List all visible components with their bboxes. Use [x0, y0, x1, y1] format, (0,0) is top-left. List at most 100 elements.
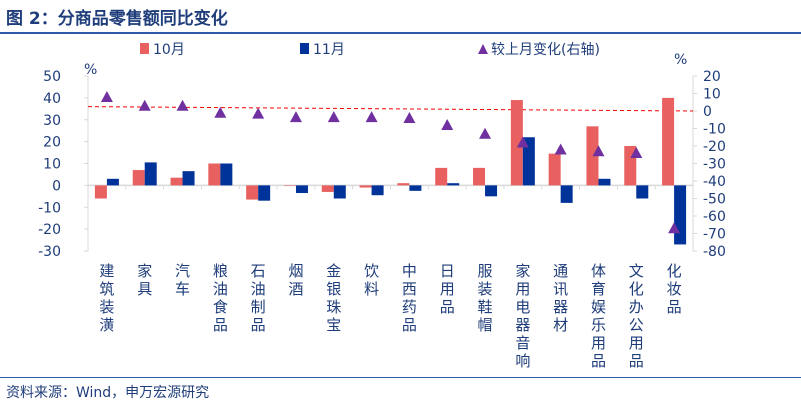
legend-label: 10月	[153, 42, 185, 58]
bar-11月-服装鞋帽	[485, 185, 498, 197]
category-label-金银珠宝: 银	[326, 280, 341, 298]
triangle-marker-汽车	[176, 99, 189, 111]
category-label-石油制品: 油	[251, 280, 266, 298]
right-tick-label: -50	[703, 192, 726, 208]
bar-11月-粮油食品	[220, 163, 233, 186]
triangle-marker-服装鞋帽	[479, 127, 492, 139]
bar-10月-中西药品	[397, 183, 410, 186]
title-divider	[0, 32, 801, 34]
category-label-体育娱乐用品: 育	[591, 280, 606, 298]
legend-swatch-triangle	[478, 44, 488, 54]
legend-label: 11月	[313, 42, 345, 58]
left-axis-unit: %	[84, 62, 97, 78]
triangle-marker-建筑装潢	[100, 91, 113, 102]
bar-10月-体育娱乐用品	[586, 126, 599, 186]
category-label-金银珠宝: 宝	[326, 316, 341, 334]
right-tick-label: 20	[703, 69, 721, 85]
right-tick-label: -60	[703, 209, 726, 225]
legend-swatch-11月	[300, 43, 309, 54]
bar-11月-家具	[144, 162, 157, 186]
bar-10月-服装鞋帽	[473, 167, 486, 186]
triangle-marker-烟酒	[289, 111, 302, 123]
category-label-石油制品: 制	[251, 298, 266, 316]
source-divider	[0, 377, 801, 378]
bar-10月-家用电器音响	[510, 100, 523, 186]
left-tick-label: 20	[43, 135, 61, 151]
bar-11月-汽车	[182, 171, 195, 186]
category-label-文化办公用品: 文	[629, 262, 644, 280]
category-label-家具: 具	[137, 280, 152, 298]
category-label-服装鞋帽: 鞋	[478, 298, 493, 316]
bar-10月-汽车	[170, 177, 183, 186]
category-label-日用品: 日	[440, 262, 455, 280]
triangle-marker-家具	[138, 99, 151, 111]
left-tick-label: 30	[43, 113, 61, 129]
bar-11月-烟酒	[295, 185, 308, 194]
triangle-marker-中西药品	[403, 112, 416, 123]
triangle-marker-化妆品	[668, 222, 681, 234]
category-label-服装鞋帽: 装	[478, 280, 493, 298]
bar-11月-中西药品	[409, 185, 422, 191]
category-label-粮油食品: 粮	[213, 262, 228, 280]
category-label-家用电器音响: 用	[515, 280, 530, 298]
category-label-汽车: 车	[175, 280, 190, 298]
left-tick-label: 50	[43, 69, 61, 85]
triangle-marker-文化办公用品	[630, 147, 643, 158]
category-label-体育娱乐用品: 娱	[591, 298, 606, 316]
category-label-文化办公用品: 办	[629, 298, 644, 316]
category-label-体育娱乐用品: 乐	[591, 316, 606, 334]
left-tick-label: 10	[43, 157, 61, 173]
right-tick-label: -80	[703, 244, 726, 260]
chart-title: 图 2：分商品零售额同比变化	[6, 9, 228, 29]
triangle-marker-金银珠宝	[327, 111, 340, 123]
triangle-marker-饮料	[365, 111, 378, 123]
category-label-烟酒: 酒	[288, 280, 303, 298]
category-label-汽车: 汽	[175, 262, 190, 280]
category-label-中西药品: 品	[402, 316, 417, 334]
category-label-建筑装潢: 筑	[99, 280, 114, 298]
bar-11月-石油制品	[258, 185, 271, 201]
bar-11月-体育娱乐用品	[598, 178, 611, 186]
triangle-marker-日用品	[441, 119, 454, 130]
bar-10月-石油制品	[246, 185, 259, 200]
category-label-金银珠宝: 金	[326, 262, 341, 280]
category-label-饮料: 料	[364, 280, 379, 298]
right-tick-label: 10	[703, 87, 721, 103]
category-label-家用电器音响: 家	[515, 262, 530, 280]
category-label-粮油食品: 食	[213, 298, 228, 316]
left-tick-label: -10	[38, 200, 61, 216]
triangle-marker-石油制品	[252, 107, 265, 119]
bar-10月-粮油食品	[208, 163, 221, 186]
left-tick-label: -20	[38, 222, 61, 238]
left-tick-label: -30	[38, 244, 61, 260]
category-label-中西药品: 药	[402, 298, 417, 316]
reference-line	[87, 106, 694, 112]
category-label-文化办公用品: 化	[629, 280, 644, 298]
bar-11月-家用电器音响	[522, 137, 535, 186]
category-label-化妆品: 妆	[667, 280, 682, 298]
category-label-家用电器音响: 器	[515, 316, 530, 334]
bar-11月-金银珠宝	[333, 185, 346, 199]
bar-11月-建筑装潢	[106, 178, 119, 186]
left-tick-label: 40	[43, 91, 61, 107]
category-label-石油制品: 品	[251, 316, 266, 334]
right-tick-label: -70	[703, 227, 726, 243]
category-label-中西药品: 中	[402, 262, 417, 280]
category-label-中西药品: 西	[402, 280, 417, 298]
bar-10月-建筑装潢	[94, 185, 107, 199]
category-label-建筑装潢: 潢	[99, 316, 114, 334]
triangle-marker-通讯器材	[554, 143, 567, 155]
triangle-marker-粮油食品	[214, 106, 227, 118]
bar-10月-家具	[132, 170, 145, 186]
category-label-粮油食品: 油	[213, 280, 228, 298]
category-label-文化办公用品: 品	[629, 352, 644, 370]
category-label-体育娱乐用品: 用	[591, 334, 606, 352]
category-label-通讯器材: 材	[553, 316, 568, 334]
bar-10月-化妆品	[662, 97, 675, 186]
category-label-家用电器音响: 响	[515, 352, 530, 370]
category-label-化妆品: 品	[667, 298, 682, 316]
category-label-建筑装潢: 装	[99, 298, 114, 316]
bar-11月-文化办公用品	[636, 185, 649, 199]
category-label-体育娱乐用品: 体	[591, 262, 606, 280]
bar-11月-化妆品	[674, 185, 687, 245]
